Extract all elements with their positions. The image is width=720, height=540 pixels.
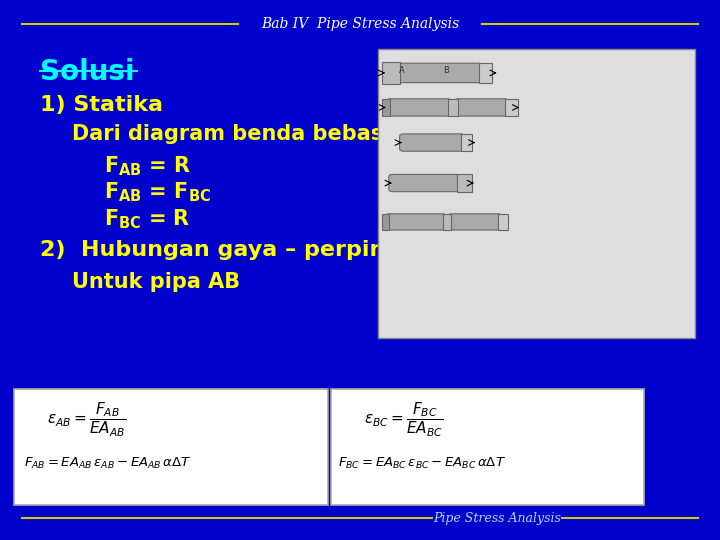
Text: $\mathbf{F_{AB}}$ = R: $\mathbf{F_{AB}}$ = R: [104, 154, 192, 178]
FancyBboxPatch shape: [448, 214, 502, 230]
FancyBboxPatch shape: [382, 99, 390, 116]
FancyBboxPatch shape: [385, 214, 446, 230]
Text: 1) Statika: 1) Statika: [40, 94, 163, 114]
FancyBboxPatch shape: [331, 389, 644, 505]
FancyBboxPatch shape: [396, 63, 482, 83]
Text: $\epsilon_{AB}= \dfrac{F_{AB}}{EA_{AB}}$: $\epsilon_{AB}= \dfrac{F_{AB}}{EA_{AB}}$: [47, 401, 126, 439]
FancyBboxPatch shape: [382, 214, 389, 230]
FancyBboxPatch shape: [387, 99, 451, 116]
FancyBboxPatch shape: [389, 174, 461, 192]
Text: Bab IV  Pipe Stress Analysis: Bab IV Pipe Stress Analysis: [261, 17, 459, 31]
FancyBboxPatch shape: [498, 214, 508, 230]
Text: $\mathbf{F_{AB}}$ = $\mathbf{F_{BC}}$: $\mathbf{F_{AB}}$ = $\mathbf{F_{BC}}$: [104, 181, 212, 205]
FancyBboxPatch shape: [443, 214, 451, 230]
FancyBboxPatch shape: [400, 134, 464, 151]
Text: $\mathbf{F_{BC}}$ = R: $\mathbf{F_{BC}}$ = R: [104, 208, 191, 232]
Text: A: A: [399, 66, 405, 75]
Text: $\epsilon_{BC}= \dfrac{F_{BC}}{EA_{BC}}$: $\epsilon_{BC}= \dfrac{F_{BC}}{EA_{BC}}$: [364, 401, 443, 439]
Text: 2)  Hubungan gaya – perpindahan: 2) Hubungan gaya – perpindahan: [40, 240, 463, 260]
FancyBboxPatch shape: [505, 99, 518, 116]
FancyBboxPatch shape: [461, 134, 472, 151]
Text: Untuk pipa AB: Untuk pipa AB: [72, 272, 240, 292]
Text: $F_{AB} = EA_{AB}\,\epsilon_{AB} - EA_{AB}\,\alpha\Delta T$: $F_{AB} = EA_{AB}\,\epsilon_{AB} - EA_{A…: [24, 456, 192, 471]
Text: B: B: [444, 66, 449, 75]
Text: Untuk pipa BC: Untuk pipa BC: [414, 272, 581, 292]
FancyBboxPatch shape: [479, 63, 492, 83]
FancyBboxPatch shape: [448, 99, 458, 116]
FancyBboxPatch shape: [457, 174, 472, 192]
FancyBboxPatch shape: [382, 62, 400, 84]
FancyBboxPatch shape: [14, 389, 328, 505]
Text: Dari diagram benda bebas: Dari diagram benda bebas: [72, 124, 383, 144]
FancyBboxPatch shape: [378, 49, 695, 338]
Text: Solusi: Solusi: [40, 58, 134, 86]
Text: Pipe Stress Analysis: Pipe Stress Analysis: [433, 512, 561, 525]
Text: $F_{BC} = EA_{BC}\,\epsilon_{BC} - EA_{BC}\,\alpha\Delta T$: $F_{BC} = EA_{BC}\,\epsilon_{BC} - EA_{B…: [338, 456, 506, 471]
FancyBboxPatch shape: [454, 99, 508, 116]
